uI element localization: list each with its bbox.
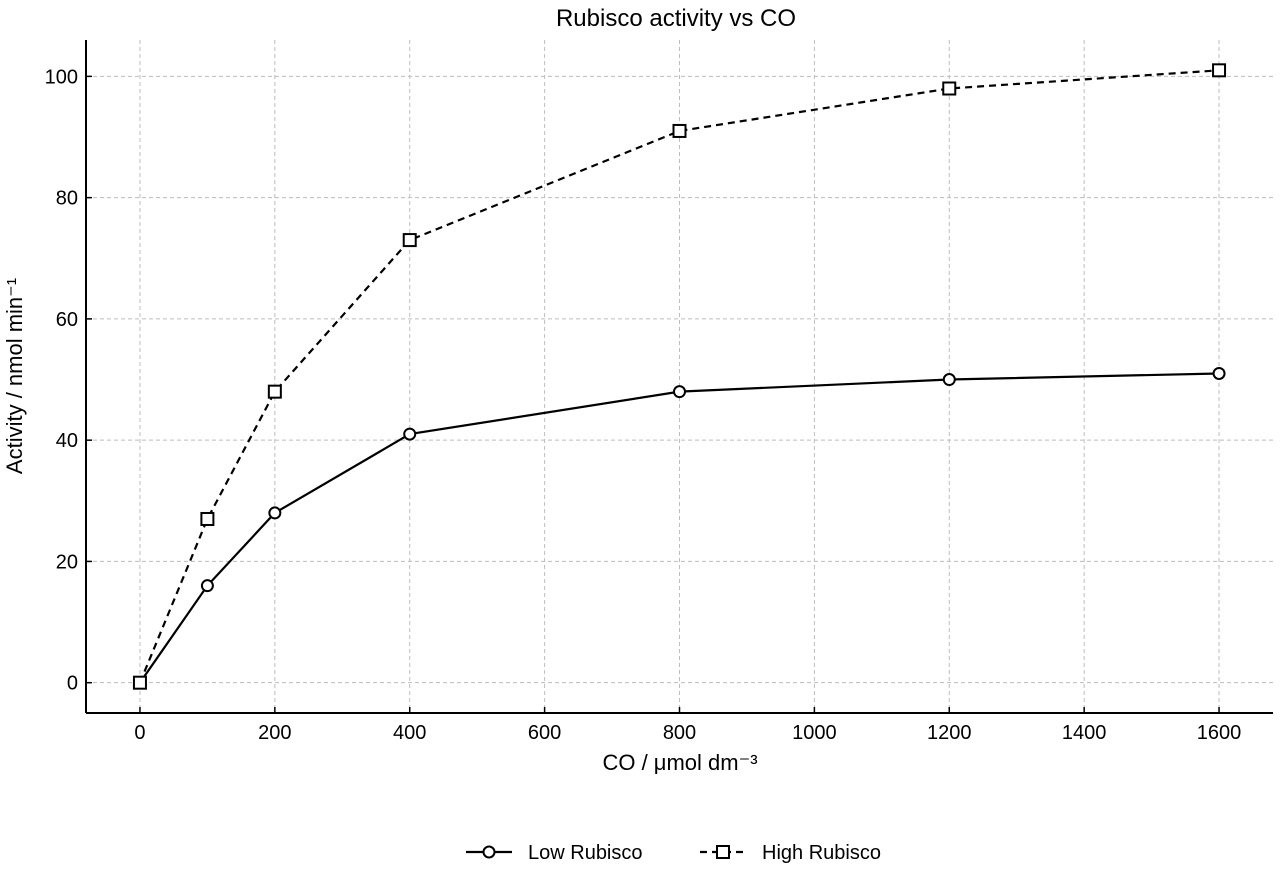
data-point-low-rubisco — [942, 373, 956, 387]
legend-marker — [716, 845, 730, 859]
x-tick-label: 1600 — [1197, 722, 1242, 744]
grid — [86, 40, 1273, 713]
x-tick-label: 1400 — [1062, 722, 1107, 744]
data-point-low-rubisco — [673, 385, 686, 399]
y-ticks: 0 20 40 60 80 100 — [45, 66, 92, 695]
y-tick-label: 100 — [45, 66, 78, 88]
y-tick-label: 0 — [67, 673, 78, 695]
data-point-low-rubisco — [1212, 366, 1226, 380]
data-point-low-rubisco — [200, 579, 214, 593]
x-tick-label: 400 — [393, 722, 426, 744]
x-tick-label: 600 — [528, 722, 561, 744]
x-tick-label: 0 — [134, 722, 145, 744]
data-point-high-rubisco — [267, 384, 282, 399]
x-tick-label: 800 — [663, 722, 696, 744]
x-tick-label: 1200 — [927, 722, 972, 744]
data-point-high-rubisco — [942, 81, 957, 96]
legend-item-low-rubisco: Low Rubisco — [466, 842, 643, 864]
legend-marker — [482, 845, 496, 859]
y-tick-label: 40 — [56, 430, 78, 452]
legend-label: High Rubisco — [762, 842, 881, 864]
data-point-high-rubisco — [200, 511, 215, 526]
data-point-low-rubisco — [268, 506, 282, 520]
x-tick-label: 200 — [258, 722, 291, 744]
legend-label: Low Rubisco — [528, 842, 643, 864]
data-point-low-rubisco — [403, 427, 417, 441]
series-high-rubisco — [132, 63, 1227, 690]
y-tick-label: 60 — [56, 309, 78, 331]
data-point-high-rubisco — [402, 233, 417, 248]
y-tick-label: 20 — [56, 551, 78, 573]
data-point-high-rubisco — [672, 123, 687, 138]
chart-title: Rubisco activity vs CO — [556, 5, 796, 32]
data-point-high-rubisco — [132, 675, 147, 690]
y-tick-label: 80 — [56, 188, 78, 210]
x-tick-label: 1000 — [792, 722, 837, 744]
x-ticks: 0 200 400 600 800 1000 1200 1400 1600 — [134, 707, 1241, 744]
x-axis-title: CO / μmol dm⁻³ — [602, 750, 757, 775]
legend: Low Rubisco High Rubisco — [466, 842, 881, 864]
legend-item-high-rubisco: High Rubisco — [700, 842, 881, 864]
series-layer — [132, 63, 1227, 690]
y-axis-title: Activity / nmol min⁻¹ — [2, 278, 27, 474]
data-point-high-rubisco — [1212, 63, 1227, 78]
series-low-rubisco — [133, 366, 1226, 690]
